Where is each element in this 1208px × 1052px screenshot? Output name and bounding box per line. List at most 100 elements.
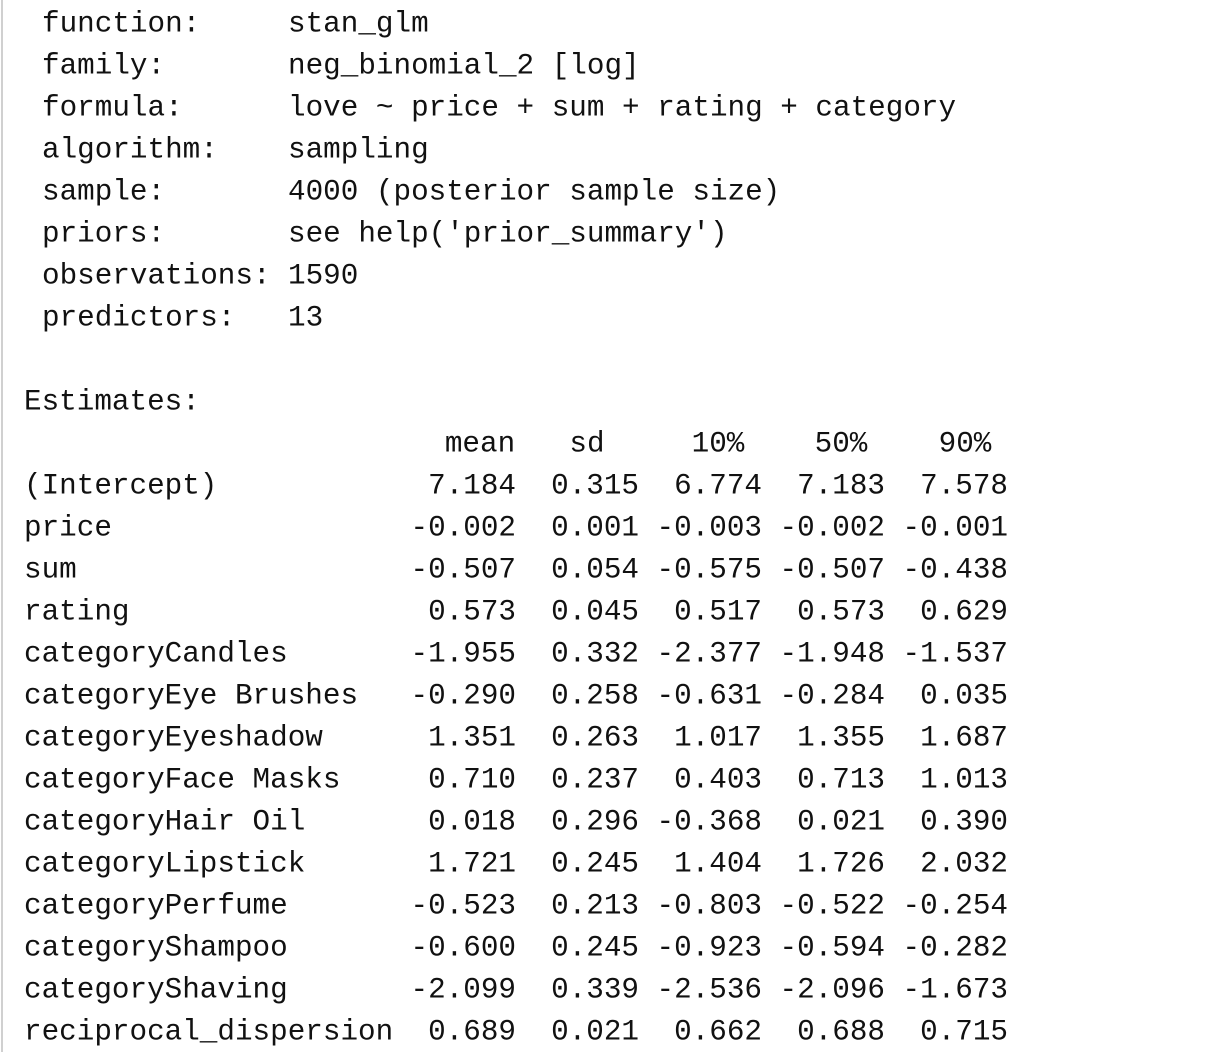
cell: 7.578	[920, 470, 1008, 503]
cell: 1.013	[920, 764, 1008, 797]
field-value: stan_glm	[288, 8, 429, 41]
column-header: 90%	[939, 428, 992, 461]
row-name: (Intercept)	[24, 470, 217, 503]
cell: 6.774	[674, 470, 762, 503]
cell: -2.377	[657, 638, 763, 671]
cell: 1.351	[428, 722, 516, 755]
cell: -1.537	[903, 638, 1009, 671]
cell: 1.017	[674, 722, 762, 755]
cell: 0.573	[428, 596, 516, 629]
cell: 0.258	[551, 680, 639, 713]
cell: 1.355	[797, 722, 885, 755]
cell: 0.245	[551, 848, 639, 881]
field-label: function:	[42, 8, 200, 41]
field-label: algorithm:	[42, 134, 218, 167]
cell: 0.689	[428, 1016, 516, 1049]
cell: 0.710	[428, 764, 516, 797]
cell: -2.099	[411, 974, 517, 1007]
cell: 2.032	[920, 848, 1008, 881]
cell: -0.923	[657, 932, 763, 965]
column-header: sd	[569, 428, 604, 461]
row-name: categoryShampoo	[24, 932, 288, 965]
column-header: 50%	[815, 428, 868, 461]
field-label: family:	[42, 50, 165, 83]
cell: -0.290	[411, 680, 517, 713]
cell: -0.522	[780, 890, 886, 923]
cell: 0.517	[674, 596, 762, 629]
cell: 0.403	[674, 764, 762, 797]
cell: -0.507	[780, 554, 886, 587]
cell: -0.438	[903, 554, 1009, 587]
cell: -0.523	[411, 890, 517, 923]
cell: 0.390	[920, 806, 1008, 839]
cell: 7.183	[797, 470, 885, 503]
cell: 0.245	[551, 932, 639, 965]
row-name: categoryShaving	[24, 974, 288, 1007]
cell: 1.721	[428, 848, 516, 881]
cell: -0.001	[903, 512, 1009, 545]
row-name: price	[24, 512, 112, 545]
field-label: sample:	[42, 176, 165, 209]
cell: -0.600	[411, 932, 517, 965]
cell: -2.096	[780, 974, 886, 1007]
cell: -0.594	[780, 932, 886, 965]
cell: -0.575	[657, 554, 763, 587]
row-name: categoryEyeshadow	[24, 722, 323, 755]
cell: -2.536	[657, 974, 763, 1007]
column-header: 10%	[692, 428, 745, 461]
cell: 7.184	[428, 470, 516, 503]
field-value: 1590	[288, 260, 358, 293]
row-name: categoryHair Oil	[24, 806, 305, 839]
cell: -0.254	[903, 890, 1009, 923]
field-value: sampling	[288, 134, 429, 167]
cell: 0.339	[551, 974, 639, 1007]
row-name: categoryPerfume	[24, 890, 288, 923]
row-name: reciprocal_dispersion	[24, 1016, 393, 1049]
cell: 0.573	[797, 596, 885, 629]
cell: 0.237	[551, 764, 639, 797]
cell: -1.673	[903, 974, 1009, 1007]
cell: 0.045	[551, 596, 639, 629]
cell: -0.803	[657, 890, 763, 923]
cell: 0.018	[428, 806, 516, 839]
cell: 0.688	[797, 1016, 885, 1049]
cell: -0.631	[657, 680, 763, 713]
row-name: categoryCandles	[24, 638, 288, 671]
cell: -0.003	[657, 512, 763, 545]
row-name: categoryFace Masks	[24, 764, 340, 797]
field-value: 13	[288, 302, 323, 335]
cell: -0.507	[411, 554, 517, 587]
section-title: Estimates:	[24, 386, 200, 419]
cell: 0.035	[920, 680, 1008, 713]
column-header: mean	[445, 428, 515, 461]
field-label: formula:	[42, 92, 183, 125]
field-label: observations:	[42, 260, 271, 293]
cell: 0.715	[920, 1016, 1008, 1049]
field-value: love ~ price + sum + rating + category	[288, 92, 956, 125]
cell: 0.263	[551, 722, 639, 755]
field-value: neg_binomial_2 [log]	[288, 50, 640, 83]
cell: 0.629	[920, 596, 1008, 629]
field-label: predictors:	[42, 302, 235, 335]
cell: -0.002	[411, 512, 517, 545]
cell: -0.368	[657, 806, 763, 839]
row-name: categoryLipstick	[24, 848, 305, 881]
cell: 0.213	[551, 890, 639, 923]
cell: -0.282	[903, 932, 1009, 965]
cell: -0.002	[780, 512, 886, 545]
cell: 0.054	[551, 554, 639, 587]
field-value: 4000 (posterior sample size)	[288, 176, 780, 209]
cell: 1.687	[920, 722, 1008, 755]
cell: 0.713	[797, 764, 885, 797]
cell: 0.315	[551, 470, 639, 503]
row-name: sum	[24, 554, 77, 587]
cell: 0.021	[551, 1016, 639, 1049]
cell: 0.332	[551, 638, 639, 671]
row-name: categoryEye Brushes	[24, 680, 358, 713]
cell: -0.284	[780, 680, 886, 713]
cell: 1.404	[674, 848, 762, 881]
cell: -1.948	[780, 638, 886, 671]
cell: 0.001	[551, 512, 639, 545]
row-name: rating	[24, 596, 130, 629]
